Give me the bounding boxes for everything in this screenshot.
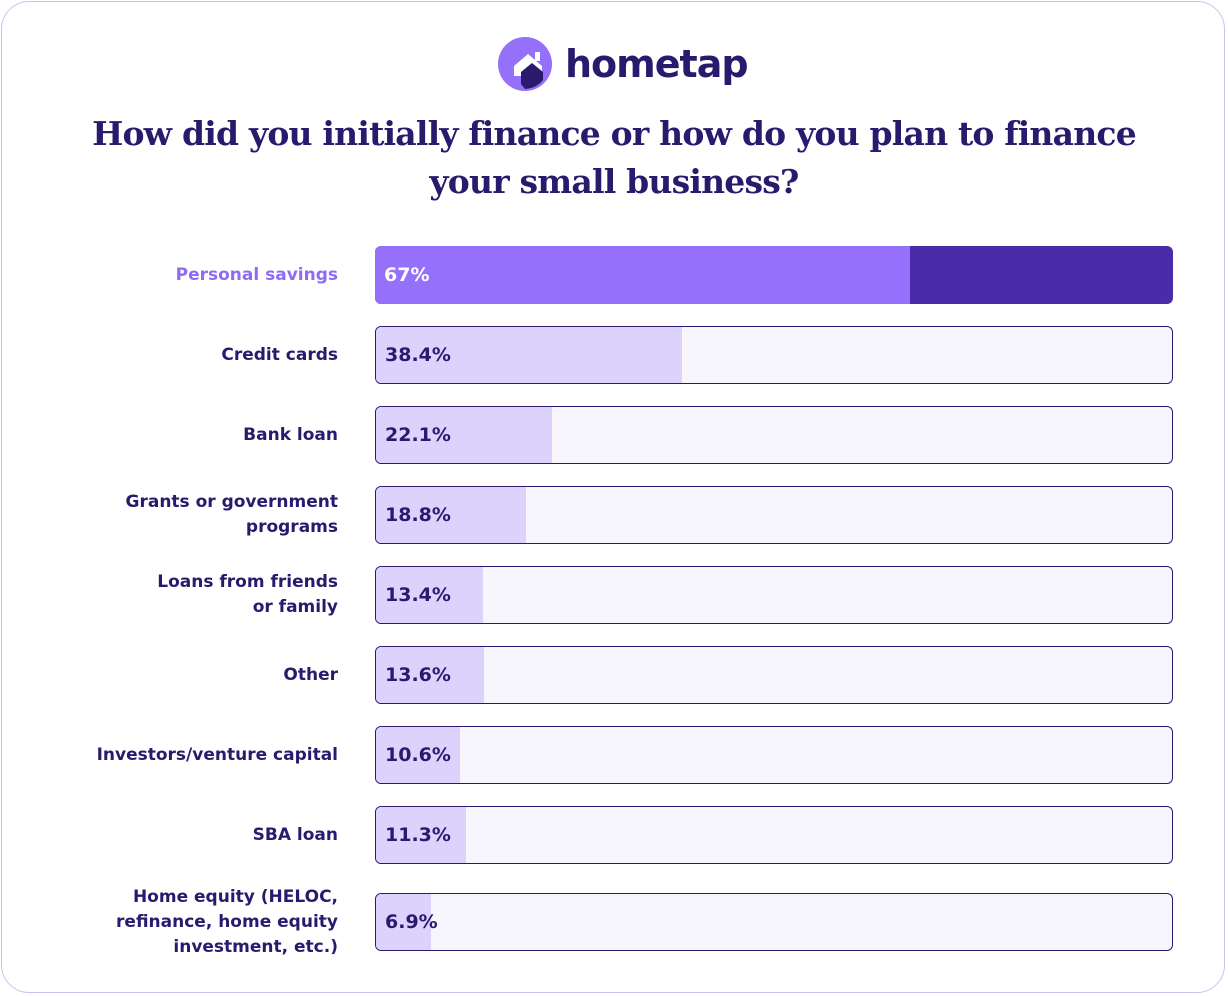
chart-title-line: How did you initially finance or how do … bbox=[92, 114, 1137, 153]
bar-track: 6.9% bbox=[375, 893, 1173, 951]
chart-title-line: your small business? bbox=[429, 162, 799, 201]
bar bbox=[376, 487, 526, 543]
brand-name: hometap bbox=[565, 42, 749, 86]
category-label-line: Credit cards bbox=[221, 344, 338, 365]
category-label-line: Loans from friends bbox=[157, 572, 338, 592]
data-label: 38.4% bbox=[385, 344, 451, 366]
category-label-line: or family bbox=[252, 597, 338, 617]
bar bbox=[376, 407, 552, 463]
category-label-line: Bank loan bbox=[243, 424, 338, 445]
bar-track: 38.4% bbox=[375, 326, 1173, 384]
bar-track: 10.6% bbox=[375, 726, 1173, 784]
category-label-line: Personal savings bbox=[175, 264, 338, 285]
category-label-line: refinance, home equity bbox=[116, 911, 338, 932]
bar-track: 13.4% bbox=[375, 566, 1173, 624]
data-label: 13.4% bbox=[385, 584, 451, 606]
data-label: 18.8% bbox=[385, 504, 451, 526]
data-label: 67% bbox=[384, 264, 430, 286]
category-label: Credit cards bbox=[60, 343, 338, 368]
category-label: Home equity (HELOC, refinance, home equit… bbox=[60, 885, 338, 960]
bar-track: 18.8% bbox=[375, 486, 1173, 544]
bar bbox=[376, 727, 461, 783]
house-in-circle-icon bbox=[498, 37, 552, 91]
data-label: 13.6% bbox=[385, 664, 451, 686]
category-label-line: SBA loan bbox=[252, 824, 338, 845]
data-label: 22.1% bbox=[385, 424, 451, 446]
category-label-line: Grants or government bbox=[125, 492, 338, 512]
bar-track: 11.3% bbox=[375, 806, 1173, 864]
category-label: Investors/venture capital bbox=[60, 743, 338, 768]
category-label: Bank loan bbox=[60, 423, 338, 448]
bar bbox=[376, 647, 485, 703]
category-label-line: Home equity (HELOC, bbox=[132, 886, 338, 907]
brand-logo: hometap bbox=[497, 36, 749, 92]
bar-track: 22.1% bbox=[375, 406, 1173, 464]
bar bbox=[375, 246, 910, 304]
bar bbox=[376, 327, 682, 383]
category-label: SBA loan bbox=[60, 823, 338, 848]
category-label-line: programs bbox=[245, 517, 338, 537]
bar bbox=[376, 807, 466, 863]
category-label-line: investment, etc.) bbox=[173, 936, 338, 957]
chart-title: How did you initially finance or how do … bbox=[0, 110, 1228, 206]
category-label-line: Other bbox=[283, 664, 338, 685]
bar bbox=[376, 567, 483, 623]
data-label: 11.3% bbox=[385, 824, 451, 846]
data-label: 6.9% bbox=[385, 911, 438, 933]
category-label: Grants or government programs bbox=[60, 490, 338, 540]
category-label: Other bbox=[60, 663, 338, 688]
bar-track: 13.6% bbox=[375, 646, 1173, 704]
category-label: Personal savings bbox=[60, 263, 338, 288]
bar-track: 67% bbox=[375, 246, 1173, 304]
data-label: 10.6% bbox=[385, 744, 451, 766]
bar bbox=[376, 894, 431, 950]
category-label: Loans from friends or family bbox=[60, 570, 338, 620]
category-label-line: Investors/venture capital bbox=[96, 744, 338, 765]
